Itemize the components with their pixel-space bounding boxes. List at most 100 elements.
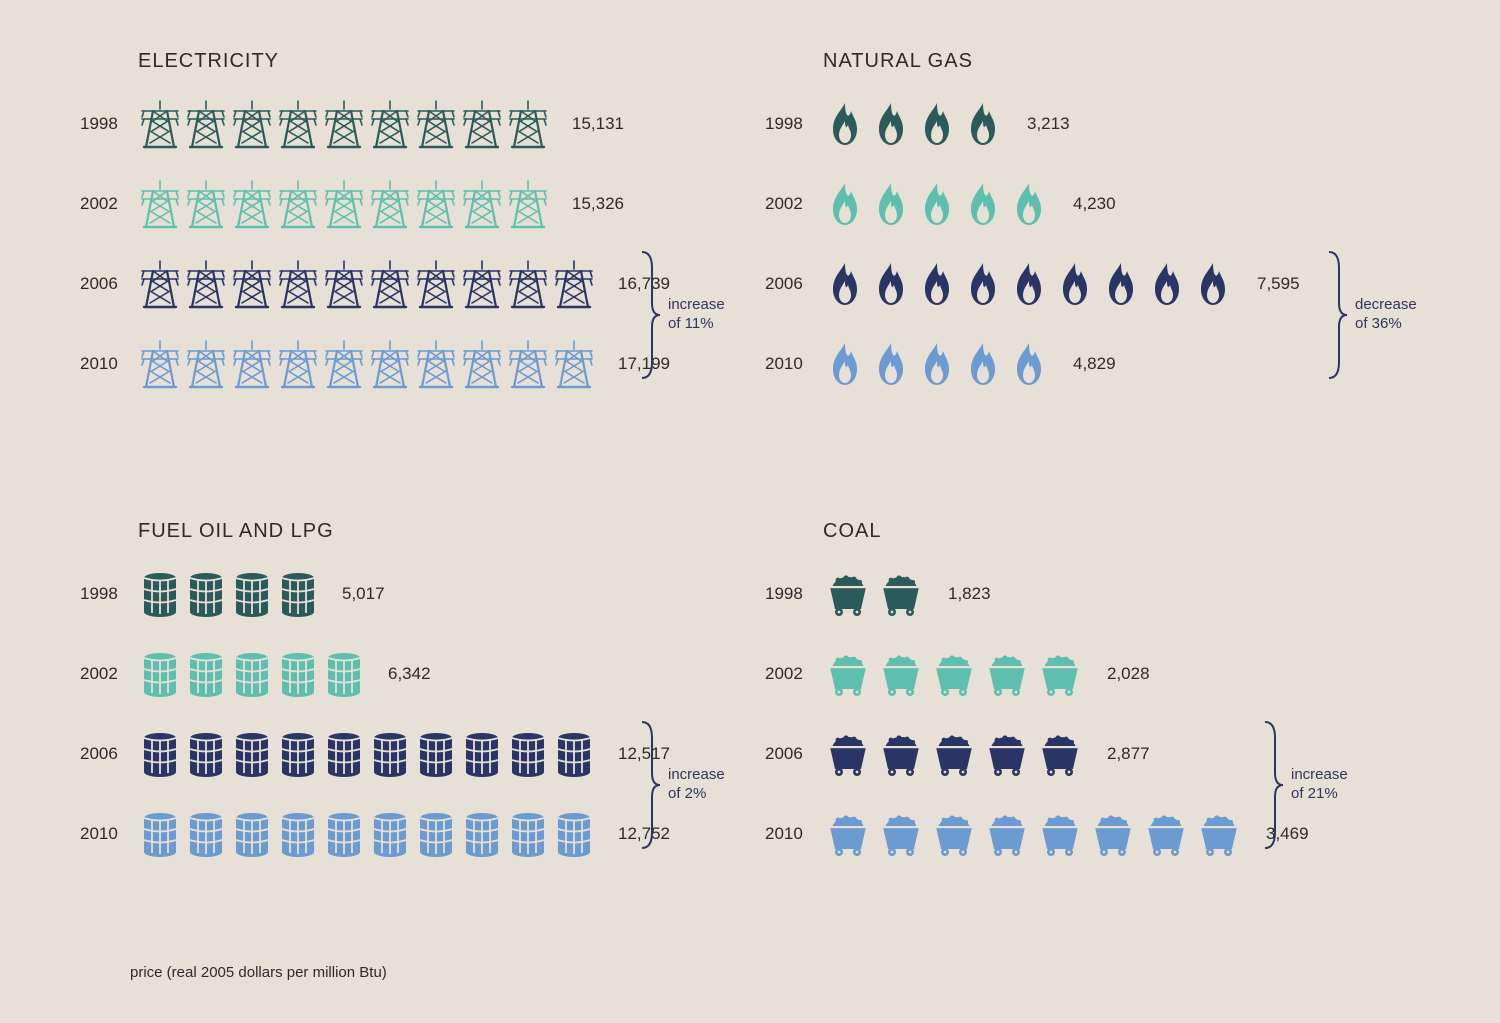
barrel-icon [230, 569, 274, 619]
brace-icon [1263, 720, 1285, 850]
data-row: 2002 [765, 641, 1485, 707]
barrel-icon [322, 649, 366, 699]
change-natural-gas: decrease of 36% [1327, 250, 1417, 380]
change-fuel-oil-lpg: increase of 2% [640, 720, 725, 850]
barrel-icon [322, 809, 366, 859]
tower-icon [460, 179, 504, 229]
cart-icon [1088, 809, 1138, 859]
footnote: price (real 2005 dollars per million Btu… [130, 964, 387, 981]
cart-icon [823, 809, 873, 859]
icon-row [823, 179, 1051, 229]
icon-row [823, 729, 1085, 779]
panel-title: COAL [765, 520, 1485, 543]
cart-icon [929, 809, 979, 859]
barrel-icon [552, 809, 596, 859]
cart-icon [876, 569, 926, 619]
year-label: 2006 [765, 744, 823, 764]
flame-icon [915, 99, 959, 149]
cart-icon [876, 809, 926, 859]
barrel-icon [368, 809, 412, 859]
icon-row [823, 569, 926, 619]
flame-icon [1007, 259, 1051, 309]
tower-icon [184, 339, 228, 389]
data-row: 2010 [765, 801, 1485, 867]
cart-icon [876, 729, 926, 779]
tower-icon [506, 339, 550, 389]
brace-icon [1327, 250, 1349, 380]
barrel-icon [414, 729, 458, 779]
value-label: 4,829 [1073, 354, 1116, 374]
tower-icon [460, 259, 504, 309]
value-label: 15,131 [572, 114, 624, 134]
panel-title: FUEL OIL AND LPG [80, 520, 720, 543]
data-row: 2002 4,230 [765, 171, 1485, 237]
value-label: 1,823 [948, 584, 991, 604]
tower-icon [322, 179, 366, 229]
value-label: 4,230 [1073, 194, 1116, 214]
barrel-icon [230, 809, 274, 859]
data-row: 1998 3,213 [765, 91, 1485, 157]
data-row: 2006 [765, 721, 1485, 787]
change-line1: increase [1291, 766, 1348, 783]
flame-icon [869, 339, 913, 389]
data-row: 1998 [80, 91, 720, 157]
rows-coal: 1998 [765, 561, 1485, 867]
barrel-icon [368, 729, 412, 779]
tower-icon [138, 179, 182, 229]
tower-icon [230, 179, 274, 229]
flame-icon [1007, 339, 1051, 389]
barrel-icon [230, 729, 274, 779]
year-label: 2002 [80, 664, 138, 684]
icon-row [138, 809, 596, 859]
year-label: 2010 [765, 824, 823, 844]
change-electricity: increase of 11% [640, 250, 725, 380]
icon-row [138, 179, 550, 229]
data-row: 1998 [765, 561, 1485, 627]
cart-icon [982, 649, 1032, 699]
year-label: 2010 [80, 824, 138, 844]
flame-icon [823, 179, 867, 229]
year-label: 2002 [765, 664, 823, 684]
cart-icon [982, 809, 1032, 859]
value-label: 5,017 [342, 584, 385, 604]
tower-icon [552, 339, 596, 389]
barrel-icon [184, 569, 228, 619]
barrel-icon [322, 729, 366, 779]
data-row: 2002 [80, 641, 720, 707]
flame-icon [869, 179, 913, 229]
flame-icon [1053, 259, 1097, 309]
flame-icon [961, 99, 1005, 149]
tower-icon [368, 179, 412, 229]
tower-icon [276, 99, 320, 149]
icon-row [138, 649, 366, 699]
flame-icon [1145, 259, 1189, 309]
barrel-icon [460, 729, 504, 779]
tower-icon [414, 259, 458, 309]
value-label: 6,342 [388, 664, 431, 684]
year-label: 2006 [80, 274, 138, 294]
tower-icon [184, 179, 228, 229]
value-label: 2,877 [1107, 744, 1150, 764]
value-label: 2,028 [1107, 664, 1150, 684]
flame-icon [823, 339, 867, 389]
flame-icon [1191, 259, 1235, 309]
year-label: 1998 [80, 584, 138, 604]
data-row: 2002 [80, 171, 720, 237]
tower-icon [460, 339, 504, 389]
icon-row [823, 259, 1235, 309]
tower-icon [368, 99, 412, 149]
tower-icon [322, 99, 366, 149]
icon-row [138, 99, 550, 149]
tower-icon [368, 259, 412, 309]
cart-icon [876, 649, 926, 699]
icon-row [138, 339, 596, 389]
data-row: 1998 [80, 561, 720, 627]
barrel-icon [276, 729, 320, 779]
cart-icon [982, 729, 1032, 779]
panel-natural-gas: NATURAL GAS 1998 3,213 2002 4,230 [765, 50, 1485, 411]
tower-icon [552, 259, 596, 309]
rows-electricity: 1998 [80, 91, 720, 397]
cart-icon [1035, 649, 1085, 699]
flame-icon [915, 339, 959, 389]
icon-row [138, 569, 320, 619]
